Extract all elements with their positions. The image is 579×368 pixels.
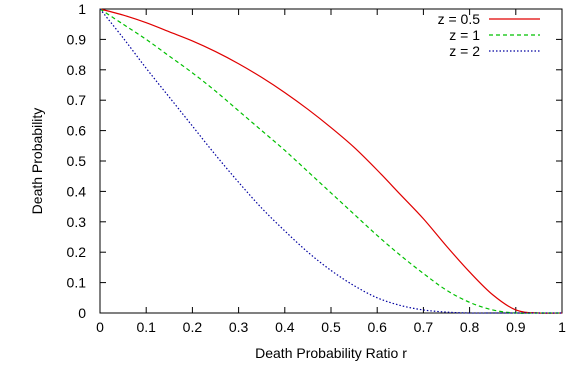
y-tick-label: 0.7 (67, 92, 87, 108)
y-tick-label: 0.6 (67, 123, 87, 139)
legend-label-2: z = 1 (449, 27, 480, 43)
y-tick-label: 0.8 (67, 62, 87, 78)
y-tick-label: 0.2 (67, 244, 87, 260)
series-line-3 (99, 8, 562, 314)
plot-frame (99, 8, 563, 314)
x-tick-label: 0.4 (275, 319, 295, 335)
chart-legend: z = 0.5z = 1z = 2 (438, 11, 540, 59)
y-tick-label: 0.9 (67, 31, 87, 47)
x-tick-label: 0.3 (229, 319, 249, 335)
x-axis-label: Death Probability Ratio r (255, 345, 407, 361)
x-tick-label: 0.5 (321, 319, 341, 335)
y-tick-label: 0.1 (67, 275, 87, 291)
x-tick-label: 0.7 (414, 319, 434, 335)
y-axis-label: Death Probability (29, 108, 45, 215)
y-tick-label: 0.4 (67, 183, 87, 199)
y-tick-label: 0.5 (67, 153, 87, 169)
chart-series (99, 8, 563, 314)
chart-axes (99, 8, 563, 314)
x-tick-label: 1 (558, 319, 566, 335)
y-tick-label: 0.3 (67, 214, 87, 230)
legend-label-1: z = 0.5 (438, 11, 481, 27)
x-tick-label: 0 (96, 319, 104, 335)
x-tick-label: 0.2 (183, 319, 203, 335)
y-tick-label: 1 (78, 1, 86, 17)
x-tick-label: 0.9 (506, 319, 526, 335)
series-line-1 (99, 8, 563, 314)
x-tick-label: 0.6 (367, 319, 387, 335)
y-tick-label: 0 (78, 305, 86, 321)
chart-ticks: 0 0.1 0.2 0.3 0.4 0.5 0.6 0.7 0.8 0.9 1 0 0.1 0.2 0.3 0… (67, 1, 567, 335)
legend-label-3: z = 2 (449, 43, 480, 59)
series-line-2 (99, 8, 562, 314)
x-tick-label: 0.8 (460, 319, 480, 335)
x-tick-label: 0.1 (136, 319, 156, 335)
